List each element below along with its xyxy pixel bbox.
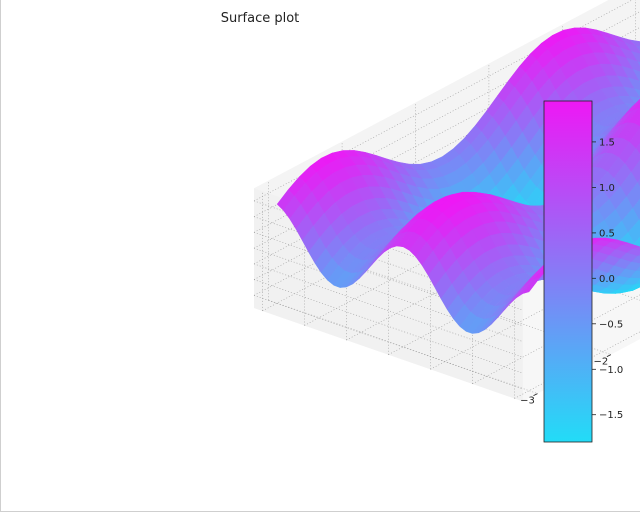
surface-facet: [637, 178, 640, 188]
surface-facet: [522, 276, 541, 295]
colorbar-gradient: [543, 100, 593, 443]
colorbar-tick-label: 1.5: [599, 137, 615, 148]
colorbar: −1.5 −1.0 −0.5 0.0 0.5 1.0 1.5: [543, 100, 623, 443]
colorbar-tick-label: 0.0: [599, 274, 615, 285]
figure-left-border: [0, 0, 1, 512]
x-tick: [606, 354, 612, 357]
colorbar-ticks: −1.5 −1.0 −0.5 0.0 0.5 1.0 1.5: [592, 137, 623, 421]
colorbar-tick-label: 0.5: [599, 228, 615, 239]
colorbar-tick-label: 1.0: [599, 183, 615, 194]
chart-title: Surface plot: [221, 11, 300, 26]
colorbar-tick-label: −0.5: [599, 319, 623, 330]
colorbar-tick-label: −1.5: [599, 410, 623, 421]
axis-ticks: −3−2−10123−3−2−10123−1.5−1.0−0.50.00.51.…: [520, 354, 612, 407]
x-tick: [533, 393, 538, 396]
x-tick-label: −3: [520, 396, 535, 407]
colorbar-tick-label: −1.0: [599, 365, 623, 376]
surface-facet: [635, 142, 640, 155]
x-tick-label: −2: [594, 357, 609, 368]
